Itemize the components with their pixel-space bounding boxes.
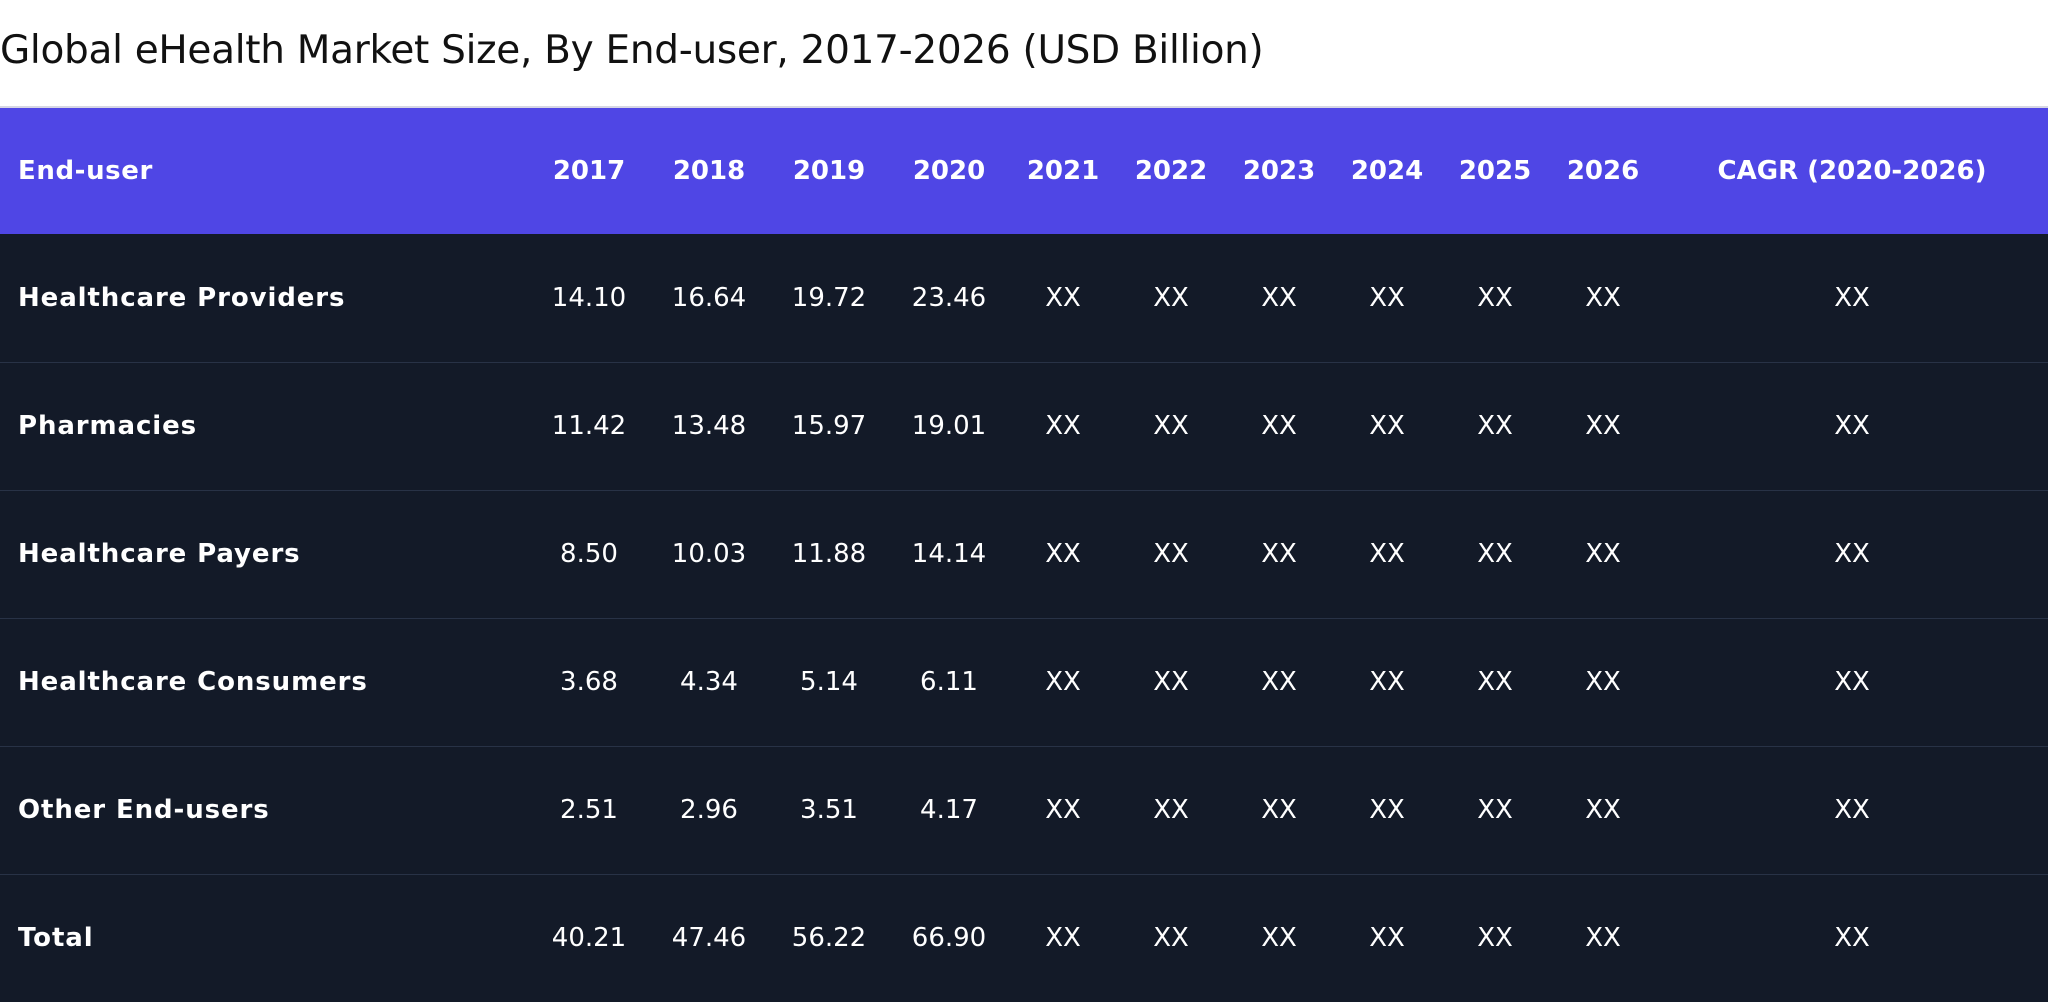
table-cell: XX — [1261, 795, 1297, 825]
table-cell: XX — [1585, 923, 1621, 954]
row-label: Healthcare Consumers — [18, 667, 368, 697]
table-cell: XX — [1261, 539, 1297, 569]
row-label: Other End-users — [18, 795, 270, 825]
table-row: Healthcare Payers 8.50 10.03 11.88 14.14 XX XX… — [0, 490, 2048, 618]
table-cell: XX — [1045, 282, 1081, 313]
table-cell: XX — [1585, 411, 1621, 441]
total-row: Total 40.21 47.46 56.22 66.90 XX XX XX XX XX XX XX — [0, 874, 2048, 1002]
table-cell: XX — [1477, 923, 1513, 954]
table-cell: 66.90 — [911, 923, 987, 954]
table-cell: XX — [1045, 539, 1081, 569]
table-cell: XX — [1477, 539, 1513, 569]
table-cell: XX — [1369, 539, 1405, 569]
table-cell: 11.88 — [791, 539, 867, 569]
table-cell: 3.68 — [560, 667, 618, 697]
row-label: Healthcare Providers — [18, 282, 346, 313]
table-cell: XX — [1585, 539, 1621, 569]
table-cell: XX — [1045, 923, 1081, 954]
column-header: 2017 — [552, 156, 626, 186]
table-row: Healthcare Providers 14.10 16.64 19.72 23.46… — [0, 234, 2048, 362]
table-cell: XX — [1369, 667, 1405, 697]
table-row: Healthcare Consumers 3.68 4.34 5.14 6.11 XX XX… — [0, 618, 2048, 746]
title-divider — [0, 106, 2048, 108]
table-body: Healthcare Providers 14.10 16.64 19.72 23.46… — [0, 234, 2048, 1002]
table-cell: XX — [1834, 539, 1870, 569]
column-header: 2020 — [912, 156, 986, 186]
column-header: 2024 — [1350, 156, 1424, 186]
table-cell: 23.46 — [911, 282, 987, 313]
table-cell: 3.51 — [800, 795, 858, 825]
table-row: Pharmacies 11.42 13.48 15.97 19.01 XX XX XX XX XX… — [0, 362, 2048, 490]
column-header-end-user: End-user — [18, 156, 153, 186]
table-cell: 4.17 — [920, 795, 978, 825]
table-cell: 47.46 — [671, 923, 747, 954]
table-cell: XX — [1369, 923, 1405, 954]
table-cell: XX — [1834, 923, 1870, 954]
table-cell: 14.10 — [551, 282, 627, 313]
table-cell: XX — [1153, 667, 1189, 697]
column-header: 2023 — [1242, 156, 1316, 186]
table-cell: XX — [1045, 667, 1081, 697]
table-header: End-user 2017 2018 2019 2020 2021 2022 2023 2024… — [0, 108, 2048, 234]
table-cell: 11.42 — [551, 411, 627, 441]
row-label: Healthcare Payers — [18, 539, 301, 569]
table-cell: 2.51 — [560, 795, 618, 825]
column-header: 2025 — [1458, 156, 1532, 186]
header-row: End-user 2017 2018 2019 2020 2021 2022 2023 2024… — [0, 108, 2048, 234]
row-label: Pharmacies — [18, 411, 198, 441]
table-cell: XX — [1153, 795, 1189, 825]
column-header: 2022 — [1134, 156, 1208, 186]
table-cell: XX — [1045, 411, 1081, 441]
table-cell: XX — [1585, 795, 1621, 825]
table-cell: XX — [1834, 411, 1870, 441]
market-size-table: End-user 2017 2018 2019 2020 2021 2022 2023 2024… — [0, 108, 2048, 1002]
table-cell: 5.14 — [800, 667, 858, 697]
table-cell: XX — [1834, 282, 1870, 313]
table-cell: XX — [1585, 282, 1621, 313]
column-header: 2019 — [792, 156, 866, 186]
table-cell: XX — [1585, 667, 1621, 697]
column-header: 2026 — [1566, 156, 1640, 186]
table-cell: XX — [1477, 795, 1513, 825]
table-cell: XX — [1045, 795, 1081, 825]
table-cell: XX — [1834, 795, 1870, 825]
table-cell: XX — [1477, 667, 1513, 697]
table-cell: 13.48 — [671, 411, 747, 441]
table-cell: XX — [1261, 667, 1297, 697]
table-cell: XX — [1153, 539, 1189, 569]
column-header: 2018 — [672, 156, 746, 186]
table-cell: XX — [1834, 667, 1870, 697]
table-row: Other End-users 2.51 2.96 3.51 4.17 XX XX XX XX X… — [0, 746, 2048, 874]
table-cell: XX — [1261, 411, 1297, 441]
table-cell: XX — [1369, 795, 1405, 825]
table-cell: 10.03 — [671, 539, 747, 569]
table-cell: XX — [1261, 923, 1297, 954]
table-cell: 16.64 — [671, 282, 747, 313]
table-cell: XX — [1477, 282, 1513, 313]
table-cell: 56.22 — [791, 923, 867, 954]
table-cell: 19.72 — [791, 282, 867, 313]
table-cell: XX — [1153, 411, 1189, 441]
table-cell: XX — [1153, 282, 1189, 313]
table-cell: 40.21 — [551, 923, 627, 954]
table-cell: 8.50 — [560, 539, 618, 569]
table-cell: 6.11 — [920, 667, 978, 697]
table-cell: 2.96 — [680, 795, 738, 825]
table-cell: 14.14 — [911, 539, 987, 569]
table-cell: XX — [1261, 282, 1297, 313]
table-cell: 4.34 — [680, 667, 738, 697]
column-header: CAGR (2020-2026) — [1717, 156, 1987, 186]
column-header: 2021 — [1026, 156, 1100, 186]
table-cell: XX — [1477, 411, 1513, 441]
table-cell: XX — [1153, 923, 1189, 954]
table-cell: XX — [1369, 282, 1405, 313]
table-title: Global eHealth Market Size, By End-user,… — [0, 28, 1264, 73]
row-label: Total — [18, 923, 94, 954]
table-cell: XX — [1369, 411, 1405, 441]
table-cell: 15.97 — [791, 411, 867, 441]
table-cell: 19.01 — [911, 411, 987, 441]
